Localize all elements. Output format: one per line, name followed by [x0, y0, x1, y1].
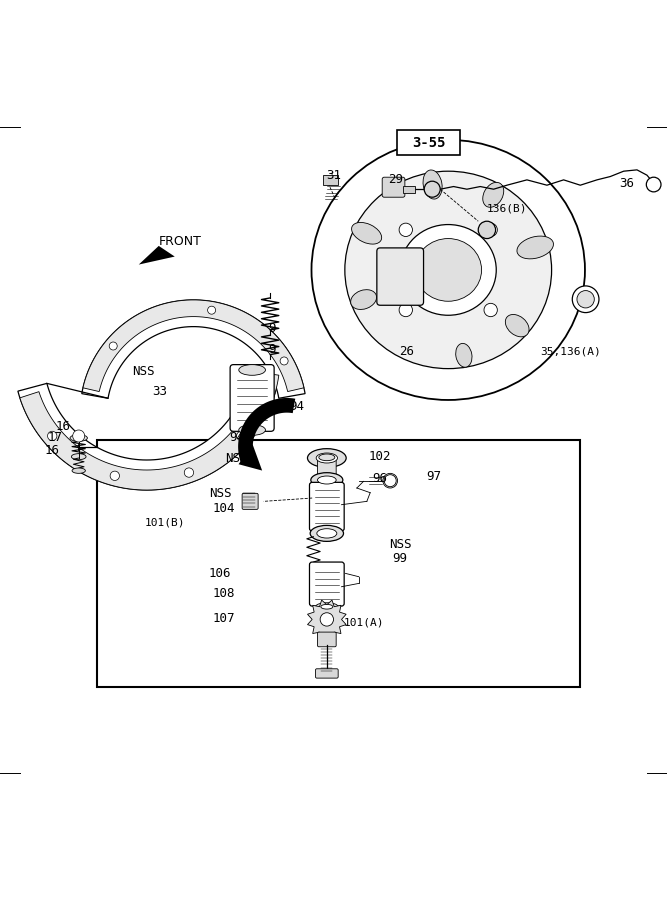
Text: 97: 97 — [426, 470, 441, 483]
Text: 94: 94 — [229, 431, 244, 445]
Circle shape — [646, 177, 661, 192]
Ellipse shape — [456, 344, 472, 367]
Ellipse shape — [70, 435, 87, 441]
Circle shape — [572, 286, 599, 312]
Ellipse shape — [415, 238, 482, 302]
Text: 96: 96 — [373, 472, 388, 484]
Circle shape — [478, 221, 496, 239]
FancyBboxPatch shape — [317, 459, 336, 478]
FancyBboxPatch shape — [230, 364, 274, 431]
FancyBboxPatch shape — [377, 248, 424, 305]
Circle shape — [577, 291, 594, 308]
Circle shape — [384, 474, 396, 487]
Ellipse shape — [400, 225, 496, 315]
Text: 102: 102 — [369, 450, 392, 464]
Ellipse shape — [310, 526, 344, 542]
Bar — [323, 175, 338, 184]
Ellipse shape — [345, 171, 552, 369]
Text: 94: 94 — [289, 400, 304, 413]
Ellipse shape — [317, 476, 336, 484]
Text: 104: 104 — [212, 501, 235, 515]
FancyBboxPatch shape — [309, 482, 344, 531]
Text: NSS: NSS — [389, 538, 412, 551]
Polygon shape — [307, 600, 346, 639]
Bar — [97, 440, 580, 687]
FancyBboxPatch shape — [315, 669, 338, 678]
Circle shape — [484, 303, 498, 317]
Text: FRONT: FRONT — [159, 236, 201, 248]
Ellipse shape — [483, 183, 504, 207]
Ellipse shape — [352, 222, 382, 244]
Ellipse shape — [311, 472, 343, 488]
Text: 3-55: 3-55 — [412, 136, 446, 149]
Text: 33: 33 — [153, 385, 167, 398]
Polygon shape — [139, 246, 175, 265]
FancyBboxPatch shape — [309, 562, 344, 606]
Ellipse shape — [383, 473, 398, 488]
Ellipse shape — [316, 453, 338, 463]
Ellipse shape — [315, 603, 338, 611]
Ellipse shape — [72, 468, 85, 473]
Circle shape — [484, 223, 498, 237]
Text: 29: 29 — [388, 174, 403, 186]
Text: NSS: NSS — [225, 452, 248, 464]
Circle shape — [110, 471, 119, 481]
Circle shape — [47, 431, 57, 441]
Ellipse shape — [506, 314, 529, 337]
Ellipse shape — [311, 140, 585, 400]
Ellipse shape — [351, 290, 377, 310]
Circle shape — [237, 431, 246, 441]
Circle shape — [399, 303, 412, 317]
Circle shape — [184, 468, 193, 477]
Text: NSS: NSS — [209, 487, 231, 500]
Polygon shape — [238, 398, 295, 464]
Circle shape — [73, 430, 85, 442]
Polygon shape — [239, 445, 262, 471]
Text: 107: 107 — [212, 612, 235, 625]
Polygon shape — [20, 373, 279, 490]
FancyBboxPatch shape — [317, 632, 336, 647]
Ellipse shape — [317, 528, 337, 538]
Text: 101(B): 101(B) — [145, 517, 185, 527]
Text: 26: 26 — [400, 345, 414, 358]
Polygon shape — [82, 300, 305, 399]
Circle shape — [399, 223, 412, 237]
Text: 136(B): 136(B) — [487, 203, 527, 213]
Text: 16: 16 — [56, 420, 71, 433]
Ellipse shape — [319, 454, 335, 461]
Circle shape — [424, 181, 440, 197]
Text: 106: 106 — [209, 567, 231, 580]
Ellipse shape — [517, 236, 554, 259]
FancyBboxPatch shape — [242, 493, 258, 509]
Polygon shape — [18, 365, 279, 490]
Text: 31: 31 — [326, 168, 341, 182]
Text: 17: 17 — [47, 431, 62, 445]
Circle shape — [109, 342, 117, 350]
Circle shape — [320, 613, 334, 626]
Text: 99: 99 — [393, 552, 408, 564]
Text: 35,136(A): 35,136(A) — [540, 346, 601, 356]
Text: 36: 36 — [620, 176, 634, 190]
Text: 9: 9 — [268, 344, 276, 356]
Ellipse shape — [71, 454, 86, 460]
Ellipse shape — [239, 364, 265, 375]
FancyBboxPatch shape — [382, 177, 405, 197]
Ellipse shape — [423, 170, 442, 199]
Polygon shape — [83, 300, 304, 392]
Ellipse shape — [239, 425, 265, 436]
Ellipse shape — [321, 605, 333, 609]
Ellipse shape — [307, 449, 346, 467]
Text: 9: 9 — [268, 322, 276, 335]
Text: 16: 16 — [45, 444, 59, 456]
Circle shape — [280, 357, 288, 365]
Circle shape — [207, 306, 215, 314]
Bar — [403, 186, 415, 193]
Text: NSS: NSS — [132, 364, 155, 378]
Text: 101(A): 101(A) — [344, 617, 384, 627]
Bar — [397, 130, 460, 155]
Text: 108: 108 — [212, 587, 235, 600]
